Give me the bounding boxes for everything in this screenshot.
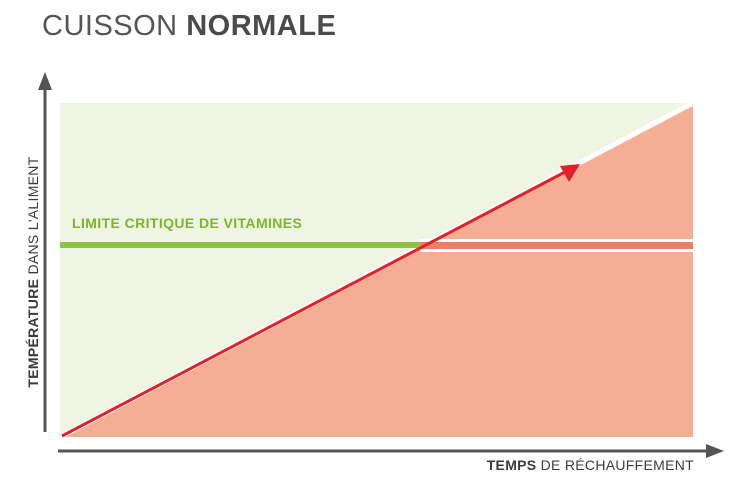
x-axis-label-rest: DE RÉCHAUFFEMENT bbox=[540, 457, 694, 473]
y-axis-label-bold: TEMPÉRATURE bbox=[25, 278, 41, 388]
y-axis-label-rest: DANS L'ALIMENT bbox=[25, 156, 41, 275]
page-title: CUISSON NORMALE bbox=[42, 10, 336, 43]
title-light: CUISSON bbox=[42, 10, 178, 42]
limit-label: LIMITE CRITIQUE DE VITAMINES bbox=[72, 215, 303, 231]
heating-arrow-line bbox=[61, 170, 566, 438]
heating-arrowhead bbox=[560, 164, 580, 182]
x-axis-label-bold: TEMPS bbox=[486, 457, 537, 473]
y-axis-label: TEMPÉRATURE DANS L'ALIMENT bbox=[25, 156, 41, 387]
title-bold: NORMALE bbox=[186, 10, 337, 42]
x-axis-label: TEMPS DE RÉCHAUFFEMENT bbox=[487, 457, 694, 473]
limit-line-danger bbox=[420, 242, 693, 249]
y-axis-arrowhead bbox=[38, 72, 52, 90]
x-axis-arrowhead bbox=[706, 444, 724, 458]
